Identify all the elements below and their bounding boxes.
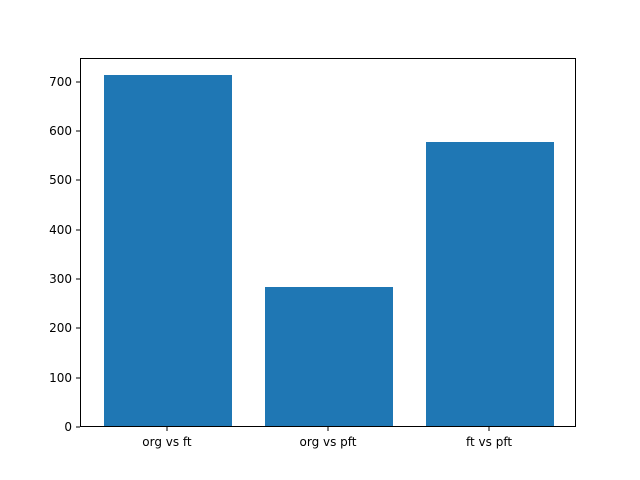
x-tick-label: org vs pft — [299, 435, 357, 449]
x-tick-label: org vs ft — [142, 435, 192, 449]
bar-org-vs-ft — [103, 74, 233, 426]
bar-ft-vs-pft — [425, 142, 555, 426]
x-tick-mark — [166, 427, 168, 431]
y-tick-label: 600 — [49, 124, 72, 138]
y-tick-mark — [76, 81, 80, 83]
y-tick-label: 500 — [49, 173, 72, 188]
y-tick-label: 0 — [64, 420, 72, 434]
y-tick-label: 400 — [49, 222, 72, 237]
y-tick-label: 700 — [49, 74, 72, 89]
x-tick-mark — [488, 427, 490, 431]
plot-area — [80, 58, 576, 427]
x-tick-mark — [327, 427, 329, 431]
y-tick-mark — [76, 426, 80, 428]
y-tick-mark — [76, 179, 80, 181]
y-tick-label: 300 — [49, 272, 72, 286]
y-tick-mark — [76, 377, 80, 379]
y-tick-mark — [76, 278, 80, 280]
y-tick-label: 100 — [49, 370, 72, 385]
y-tick-mark — [76, 130, 80, 132]
y-tick-label: 200 — [49, 321, 72, 336]
y-tick-mark — [76, 327, 80, 329]
x-tick-label: ft vs pft — [466, 435, 513, 449]
y-tick-mark — [76, 229, 80, 231]
bar-org-vs-pft — [264, 287, 394, 426]
